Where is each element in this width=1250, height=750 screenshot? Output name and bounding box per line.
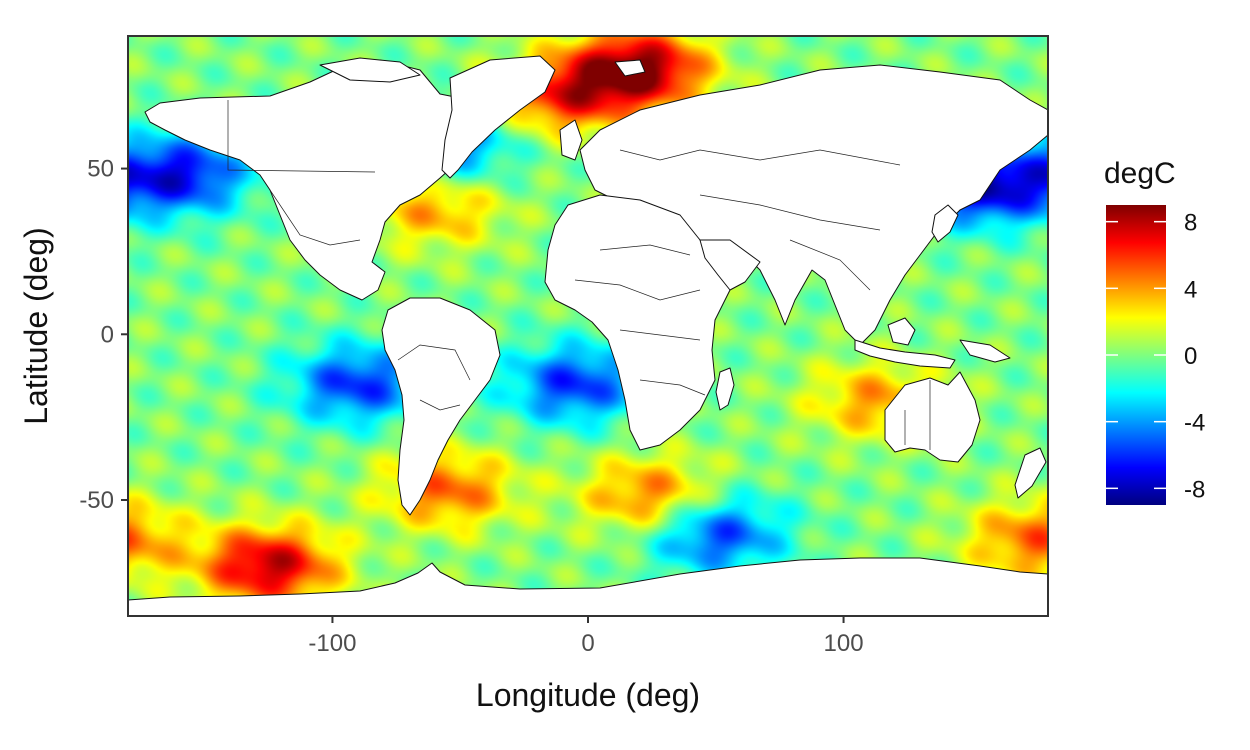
- arabian-peninsula-land: [699, 239, 761, 291]
- y-tick-label: 0: [101, 321, 114, 348]
- legend-title: degC: [1104, 157, 1176, 190]
- greenland-land: [441, 55, 556, 179]
- svalbard-island: [614, 59, 646, 77]
- colorbar-ticks: 8 4 0 -4 -8: [1106, 210, 1205, 503]
- x-axis-title: Longitude (deg): [476, 677, 700, 713]
- x-tick-label: 0: [581, 630, 594, 657]
- new-zealand-island: [1014, 447, 1047, 499]
- japan-island: [931, 204, 959, 243]
- colorbar-tick-label: -8: [1184, 476, 1205, 503]
- australia-land: [884, 371, 981, 463]
- x-tick-label: -100: [308, 630, 356, 657]
- colorbar-tick-label: 4: [1184, 276, 1197, 303]
- political-borders: [227, 100, 931, 450]
- colorbar-tick-label: 0: [1184, 343, 1197, 370]
- y-tick-label: 50: [87, 156, 114, 183]
- colorbar-tick-label: 8: [1184, 210, 1197, 237]
- south-america-land: [381, 297, 501, 516]
- arctic-islands: [319, 57, 421, 83]
- land-masses: [128, 55, 1048, 616]
- plot-panel: [127, 35, 1049, 617]
- y-axis-title: Latitude (deg): [18, 227, 54, 424]
- colorbar-legend: degC 8 4 0 -4 -8: [1104, 157, 1205, 505]
- borneo-island: [887, 317, 916, 346]
- x-axis: -100 0 100: [308, 616, 864, 657]
- y-axis: -50 0 50: [79, 156, 128, 514]
- uk-island: [559, 119, 583, 161]
- indonesia-islands: [854, 339, 956, 369]
- x-tick-label: 100: [824, 630, 864, 657]
- antarctica-land: [128, 557, 1048, 616]
- y-tick-label: -50: [79, 487, 114, 514]
- new-guinea-island: [959, 339, 1011, 363]
- madagascar-land: [715, 367, 735, 411]
- colorbar-tick-label: -4: [1184, 410, 1205, 437]
